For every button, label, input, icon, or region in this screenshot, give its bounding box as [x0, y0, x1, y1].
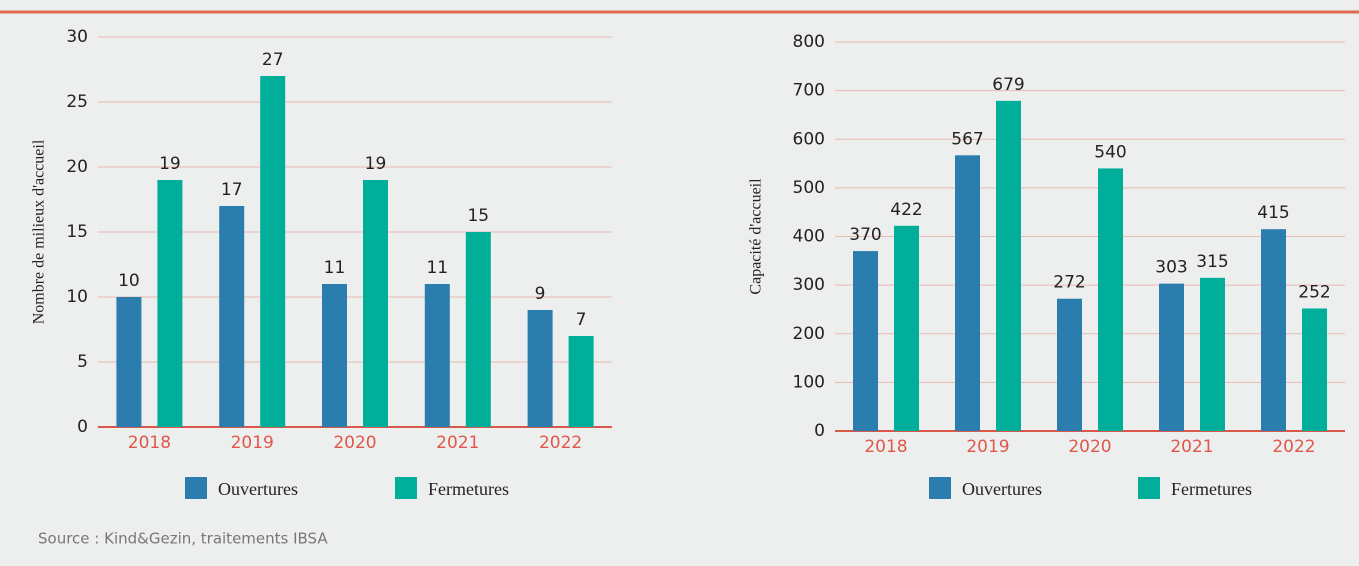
- bar: [219, 206, 245, 427]
- data-label: 27: [262, 50, 284, 70]
- legend-swatch: [1138, 477, 1160, 499]
- y-tick-label: 5: [77, 352, 88, 372]
- bar: [955, 155, 980, 431]
- data-label: 19: [159, 154, 181, 174]
- y-tick-label: 15: [66, 222, 88, 242]
- data-label: 11: [324, 258, 346, 278]
- legend-label: Fermetures: [1171, 479, 1252, 499]
- bar: [894, 225, 919, 431]
- data-label: 10: [118, 271, 140, 291]
- y-tick-label: 700: [793, 81, 825, 101]
- bar: [1261, 229, 1286, 431]
- bar: [1302, 308, 1327, 431]
- bar: [568, 336, 594, 427]
- y-tick-label: 600: [793, 129, 825, 149]
- x-tick-label: 2021: [1170, 437, 1213, 457]
- data-label: 252: [1298, 282, 1330, 302]
- x-tick-label: 2018: [128, 433, 171, 453]
- x-tick-label: 2020: [333, 433, 376, 453]
- y-tick-label: 100: [793, 372, 825, 392]
- bar: [527, 310, 553, 427]
- bar: [465, 232, 491, 427]
- y-tick-label: 200: [793, 324, 825, 344]
- y-tick-label: 300: [793, 275, 825, 295]
- bar: [1200, 277, 1225, 431]
- bar: [116, 297, 142, 427]
- data-label: 19: [365, 154, 387, 174]
- y-tick-label: 0: [814, 421, 825, 441]
- y-tick-label: 800: [793, 32, 825, 52]
- bar: [322, 284, 347, 427]
- data-label: 15: [467, 206, 489, 226]
- bar: [1098, 168, 1123, 432]
- x-tick-label: 2019: [231, 433, 274, 453]
- data-label: 272: [1053, 273, 1085, 293]
- x-tick-label: 2022: [1272, 437, 1315, 457]
- bar: [1159, 283, 1184, 431]
- data-label: 11: [426, 258, 448, 278]
- x-tick-label: 2022: [539, 433, 582, 453]
- y-tick-label: 30: [66, 27, 88, 47]
- data-label: 7: [576, 310, 587, 330]
- bar: [157, 180, 183, 427]
- y-tick-label: 25: [66, 92, 88, 112]
- y-axis-label: Capacité d'accueil: [748, 178, 765, 295]
- bar: [424, 284, 450, 427]
- bar: [1057, 298, 1082, 431]
- source: Source : Kind&Gezin, traitements IBSA: [38, 530, 328, 548]
- y-tick-label: 0: [77, 417, 88, 437]
- legend-swatch: [185, 477, 207, 499]
- legend-label: Ouvertures: [218, 479, 298, 499]
- data-label: 422: [890, 200, 922, 220]
- legend-label: Ouvertures: [962, 479, 1042, 499]
- y-tick-label: 500: [793, 178, 825, 198]
- data-label: 540: [1094, 142, 1126, 162]
- data-label: 679: [992, 75, 1024, 95]
- data-label: 370: [849, 225, 881, 245]
- data-label: 9: [535, 284, 546, 304]
- y-tick-label: 20: [66, 157, 88, 177]
- legend-label: Fermetures: [428, 479, 509, 499]
- legend-swatch: [929, 477, 951, 499]
- x-tick-label: 2021: [436, 433, 479, 453]
- y-tick-label: 400: [793, 227, 825, 247]
- data-label: 567: [951, 129, 983, 149]
- legend-swatch: [395, 477, 417, 499]
- y-axis-label: Nombre de milieux d'accueil: [31, 139, 48, 324]
- bar: [853, 251, 878, 431]
- x-tick-label: 2019: [966, 437, 1009, 457]
- data-label: 303: [1155, 258, 1187, 278]
- data-label: 415: [1257, 203, 1289, 223]
- x-tick-label: 2018: [864, 437, 907, 457]
- data-label: 17: [221, 180, 243, 200]
- y-tick-label: 10: [66, 287, 88, 307]
- bar: [996, 100, 1021, 432]
- x-tick-label: 2020: [1068, 437, 1111, 457]
- bar: [260, 76, 286, 427]
- data-label: 315: [1196, 252, 1228, 272]
- bar: [363, 180, 388, 427]
